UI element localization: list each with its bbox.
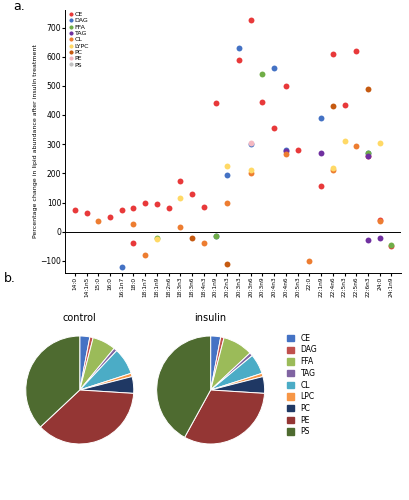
Point <box>365 149 371 157</box>
Point <box>83 208 90 216</box>
Point <box>224 171 231 179</box>
Point <box>330 102 336 110</box>
Point <box>365 236 371 244</box>
Point <box>318 182 324 190</box>
Point <box>224 162 231 170</box>
Point <box>224 260 231 268</box>
Wedge shape <box>211 338 250 390</box>
Wedge shape <box>40 390 134 444</box>
Point <box>142 198 148 206</box>
Point <box>247 166 254 174</box>
Point <box>353 47 360 55</box>
Point <box>189 190 196 198</box>
Legend: CE, DAG, FFA, TAG, CL, LPC, PC, PE, PS: CE, DAG, FFA, TAG, CL, LPC, PC, PE, PS <box>286 333 318 437</box>
Point <box>154 234 160 241</box>
Point <box>283 146 289 154</box>
Point <box>130 240 137 248</box>
Text: b.: b. <box>4 272 16 285</box>
Point <box>247 138 254 146</box>
Point <box>376 234 383 241</box>
Point <box>236 56 242 64</box>
Point <box>330 164 336 172</box>
Wedge shape <box>26 336 80 427</box>
Point <box>341 137 348 145</box>
Point <box>177 176 184 184</box>
Wedge shape <box>211 356 262 390</box>
Point <box>236 44 242 52</box>
Point <box>376 218 383 226</box>
Point <box>353 142 360 150</box>
Wedge shape <box>80 350 131 390</box>
Wedge shape <box>80 348 117 390</box>
Point <box>154 200 160 208</box>
Text: a.: a. <box>13 0 25 12</box>
Point <box>130 220 137 228</box>
Point <box>259 70 266 78</box>
Point <box>388 242 395 250</box>
Point <box>283 150 289 158</box>
Point <box>119 262 125 270</box>
Wedge shape <box>211 337 224 390</box>
Title: insulin: insulin <box>195 313 227 323</box>
Title: control: control <box>63 313 97 323</box>
Point <box>247 140 254 148</box>
Point <box>365 149 371 157</box>
Point <box>247 16 254 24</box>
Point <box>177 224 184 232</box>
Point <box>200 203 207 211</box>
Point <box>271 124 277 132</box>
Point <box>365 152 371 160</box>
Point <box>189 234 196 241</box>
Wedge shape <box>211 376 265 394</box>
Point <box>212 232 219 240</box>
Wedge shape <box>80 336 90 390</box>
Point <box>376 216 383 224</box>
Point <box>95 218 101 226</box>
Wedge shape <box>211 374 263 390</box>
Point <box>165 204 172 212</box>
Wedge shape <box>211 353 252 390</box>
Wedge shape <box>184 390 265 444</box>
Point <box>330 50 336 58</box>
Point <box>283 82 289 90</box>
Point <box>107 213 113 221</box>
Point <box>388 241 395 249</box>
Point <box>341 101 348 109</box>
Point <box>200 240 207 248</box>
Point <box>376 138 383 146</box>
Point <box>294 146 301 154</box>
Point <box>130 204 137 212</box>
Point <box>177 194 184 202</box>
Y-axis label: Percentage change in lipid abundance after insulin treatment: Percentage change in lipid abundance aft… <box>33 44 38 238</box>
Point <box>154 235 160 243</box>
Wedge shape <box>80 376 134 394</box>
Wedge shape <box>80 338 114 390</box>
Point <box>306 257 312 265</box>
Point <box>142 251 148 259</box>
Point <box>224 198 231 206</box>
Point <box>365 84 371 93</box>
Wedge shape <box>211 336 221 390</box>
Point <box>247 170 254 177</box>
Legend: CE, DAG, FFA, TAG, CL, LYPC, PC, PE, PS: CE, DAG, FFA, TAG, CL, LYPC, PC, PE, PS <box>69 10 90 69</box>
Point <box>318 114 324 122</box>
Point <box>72 206 78 214</box>
Point <box>271 64 277 72</box>
Wedge shape <box>80 374 132 390</box>
Point <box>365 152 371 160</box>
Point <box>212 232 219 240</box>
Point <box>283 148 289 156</box>
Point <box>318 149 324 157</box>
Wedge shape <box>157 336 211 438</box>
Point <box>259 98 266 106</box>
Wedge shape <box>80 337 93 390</box>
Point <box>119 206 125 214</box>
Point <box>212 100 219 108</box>
Point <box>330 166 336 174</box>
